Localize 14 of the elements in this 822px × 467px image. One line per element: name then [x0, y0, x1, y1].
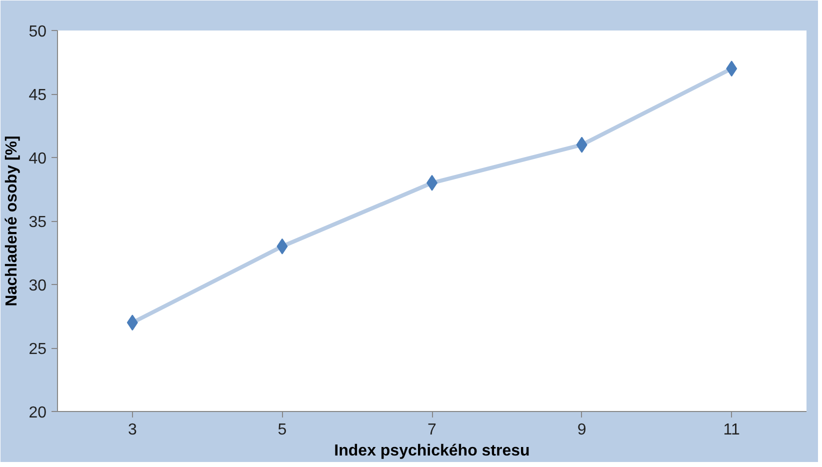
x-tick-label: 5 [278, 422, 287, 438]
y-tick-label: 40 [28, 150, 47, 168]
x-tick-label: 7 [428, 422, 437, 438]
y-tick-label: 50 [28, 24, 47, 40]
x-tick-label: 11 [723, 422, 740, 438]
y-tick-label: 45 [28, 87, 47, 104]
x-tick-label: 9 [577, 422, 586, 438]
y-tick-label: 20 [28, 404, 47, 422]
y-axis-title: Nachladené osoby [%] [4, 136, 21, 306]
y-tick-label: 35 [28, 214, 47, 231]
y-tick-label: 25 [28, 341, 47, 358]
x-tick-label: 3 [128, 422, 137, 438]
x-axis-title: Index psychického stresu [334, 442, 530, 460]
y-tick-label: 30 [28, 278, 47, 294]
